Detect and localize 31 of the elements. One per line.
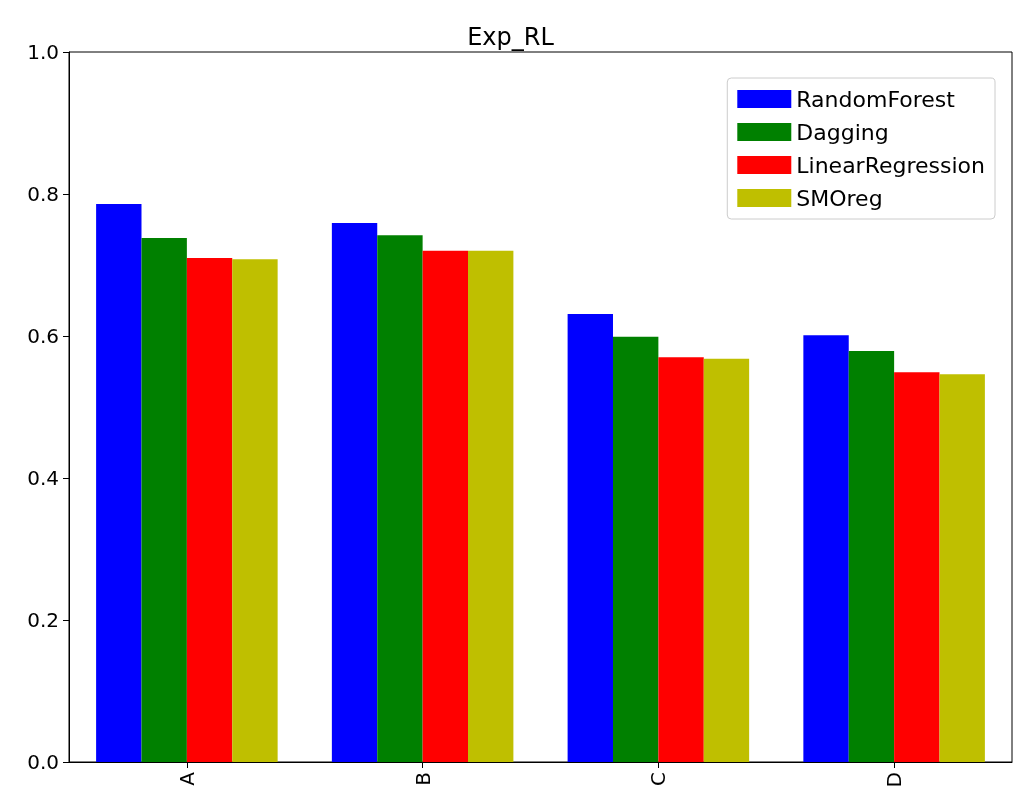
bar <box>141 238 187 762</box>
x-tick-label: C <box>646 772 671 786</box>
bar <box>612 336 659 762</box>
bar <box>377 235 423 762</box>
chart-title: Exp_RL <box>467 23 555 51</box>
y-tick-label: 0.6 <box>27 324 59 348</box>
legend-label: LinearRegression <box>796 152 986 178</box>
x-tick-label: A <box>174 771 199 786</box>
legend-label: RandomForest <box>796 86 956 112</box>
legend-label: SMOreg <box>796 185 883 211</box>
bar <box>422 250 469 762</box>
bar <box>803 335 849 762</box>
bar <box>567 313 613 762</box>
bar <box>939 374 985 762</box>
bar <box>658 357 704 762</box>
bar <box>331 223 378 762</box>
y-tick-label: 0.8 <box>27 182 59 206</box>
y-tick-label: 0.0 <box>27 750 59 774</box>
bar <box>232 259 278 762</box>
bar <box>186 257 233 762</box>
y-tick-label: 0.2 <box>27 608 59 632</box>
x-tick-label: B <box>410 772 435 786</box>
bar <box>703 358 750 762</box>
bar <box>848 350 895 762</box>
x-tick-label: D <box>882 772 907 788</box>
bar <box>468 250 514 762</box>
y-tick-label: 1.0 <box>27 40 59 64</box>
bar <box>96 203 142 762</box>
y-tick-label: 0.4 <box>27 466 59 490</box>
legend-label: Dagging <box>796 119 889 145</box>
bar <box>894 372 940 762</box>
